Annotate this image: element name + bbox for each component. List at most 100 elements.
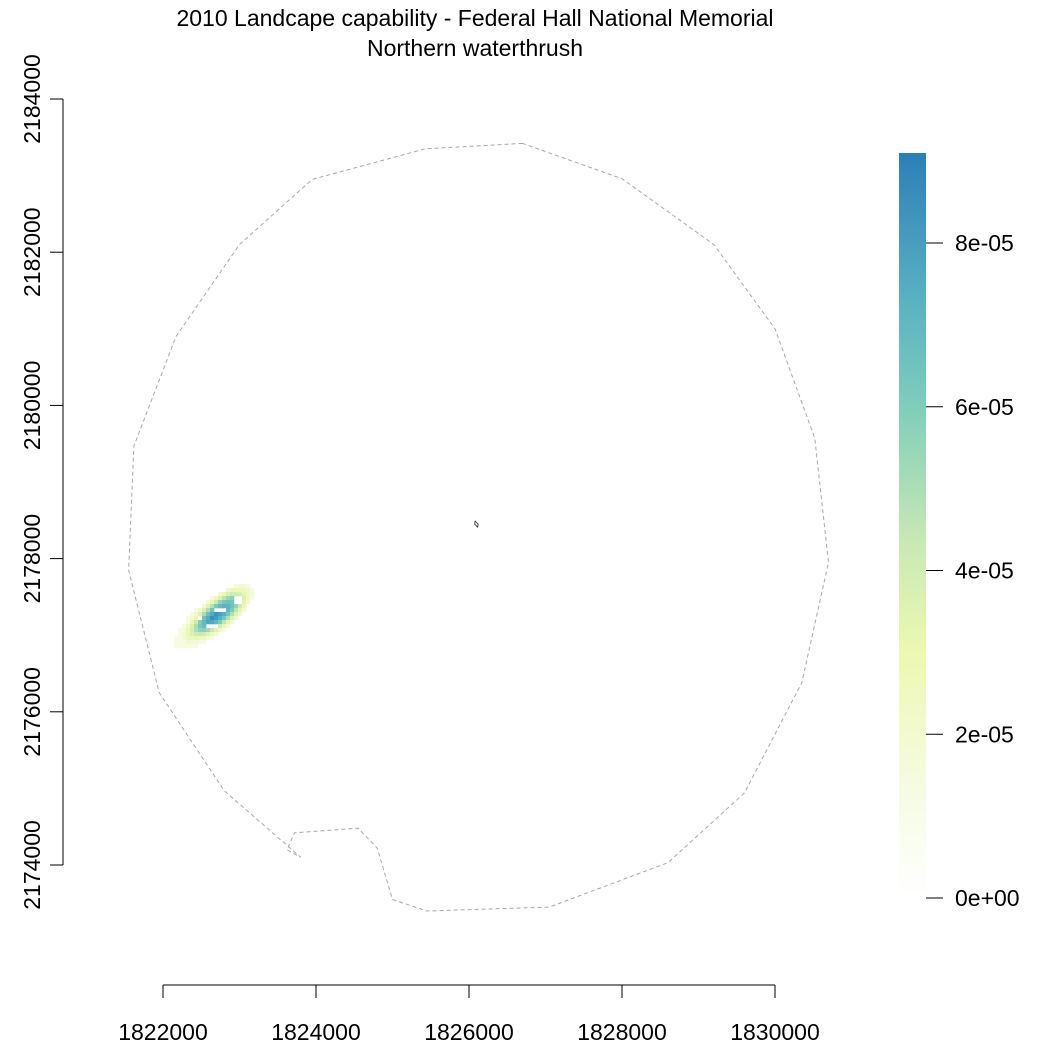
habitat-cell <box>226 604 231 609</box>
habitat-cell <box>250 588 255 593</box>
habitat-cell <box>210 636 215 641</box>
habitat-cell <box>226 600 231 605</box>
habitat-cell <box>246 584 251 589</box>
habitat-cell <box>210 632 215 637</box>
y-tick-label: 2176000 <box>19 667 45 757</box>
habitat-cell <box>242 588 247 593</box>
legend-tick-label: 4e-05 <box>955 558 1014 584</box>
habitat-cell <box>186 628 191 633</box>
habitat-cell <box>226 624 231 629</box>
habitat-cell <box>226 588 231 593</box>
habitat-cell <box>234 604 239 609</box>
habitat-cell <box>190 644 195 649</box>
habitat-cell <box>226 620 231 625</box>
habitat-cell <box>214 620 219 625</box>
habitat-cell <box>202 636 207 641</box>
habitat-cell <box>206 636 211 641</box>
habitat-cell <box>250 592 255 597</box>
habitat-cell <box>194 612 199 617</box>
habitat-cell <box>186 620 191 625</box>
habitat-cell <box>174 644 179 649</box>
habitat-cell <box>250 596 255 601</box>
habitat-cell <box>222 620 227 625</box>
habitat-cell <box>194 624 199 629</box>
habitat-cell <box>198 620 203 625</box>
habitat-cell <box>214 628 219 633</box>
habitat-cell <box>242 604 247 609</box>
habitat-cell <box>194 608 199 613</box>
habitat-cell <box>182 624 187 629</box>
memorial-site-marker <box>474 520 479 528</box>
habitat-cell <box>178 632 183 637</box>
habitat-cell <box>222 596 227 601</box>
habitat-cell <box>230 588 235 593</box>
habitat-cell <box>242 592 247 597</box>
habitat-cell <box>242 608 247 613</box>
habitat-cell <box>178 636 183 641</box>
habitat-cell <box>230 616 235 621</box>
habitat-cell <box>222 628 227 633</box>
habitat-cell <box>198 632 203 637</box>
habitat-cell <box>242 600 247 605</box>
habitat-cell <box>230 596 235 601</box>
habitat-cell <box>230 604 235 609</box>
color-legend: 0e+00 2e-05 4e-05 6e-05 8e-05 <box>899 153 1020 911</box>
habitat-cell <box>190 616 195 621</box>
habitat-cell <box>186 644 191 649</box>
habitat-cell <box>202 628 207 633</box>
x-tick-label: 1822000 <box>118 1019 208 1045</box>
habitat-cell <box>174 640 179 645</box>
habitat-cell <box>226 608 231 613</box>
habitat-cell <box>190 640 195 645</box>
habitat-cell <box>210 628 215 633</box>
y-axis: 2174000 2176000 2178000 2180000 2182000 21840… <box>19 54 64 910</box>
x-axis: 1822000 1824000 1826000 1828000 1830000 <box>118 984 820 1045</box>
habitat-cell <box>186 616 191 621</box>
habitat-cell <box>206 616 211 621</box>
habitat-cell <box>210 596 215 601</box>
habitat-cell <box>206 600 211 605</box>
habitat-cell <box>210 600 215 605</box>
habitat-cell <box>234 612 239 617</box>
habitat-cell <box>222 604 227 609</box>
habitat-cell <box>226 596 231 601</box>
x-tick-label: 1828000 <box>577 1019 667 1045</box>
habitat-cell <box>226 616 231 621</box>
habitat-cell <box>218 616 223 621</box>
habitat-cell <box>190 612 195 617</box>
habitat-cell <box>238 612 243 617</box>
habitat-cell <box>194 616 199 621</box>
habitat-cell <box>214 596 219 601</box>
habitat-cell <box>178 628 183 633</box>
habitat-cell <box>206 604 211 609</box>
habitat-cell <box>190 624 195 629</box>
habitat-cell <box>206 612 211 617</box>
habitat-cell <box>202 640 207 645</box>
x-tick-label: 1824000 <box>271 1019 361 1045</box>
habitat-cell <box>222 592 227 597</box>
habitat-cell <box>202 604 207 609</box>
habitat-cell <box>198 628 203 633</box>
habitat-cell <box>230 612 235 617</box>
habitat-cell <box>182 640 187 645</box>
habitat-cell <box>218 604 223 609</box>
habitat-cell <box>182 628 187 633</box>
habitat-cell <box>190 636 195 641</box>
habitat-cell <box>190 632 195 637</box>
habitat-cell <box>242 584 247 589</box>
habitat-cell <box>202 608 207 613</box>
habitat-cell <box>182 632 187 637</box>
habitat-cell <box>182 644 187 649</box>
habitat-cell <box>238 592 243 597</box>
habitat-cell <box>174 636 179 641</box>
habitat-cell <box>202 616 207 621</box>
habitat-cell <box>238 584 243 589</box>
habitat-cell <box>210 604 215 609</box>
habitat-cell <box>218 612 223 617</box>
habitat-cell <box>186 640 191 645</box>
habitat-cell <box>194 644 199 649</box>
habitat-cell <box>246 592 251 597</box>
habitat-cell <box>222 616 227 621</box>
habitat-cell <box>222 624 227 629</box>
